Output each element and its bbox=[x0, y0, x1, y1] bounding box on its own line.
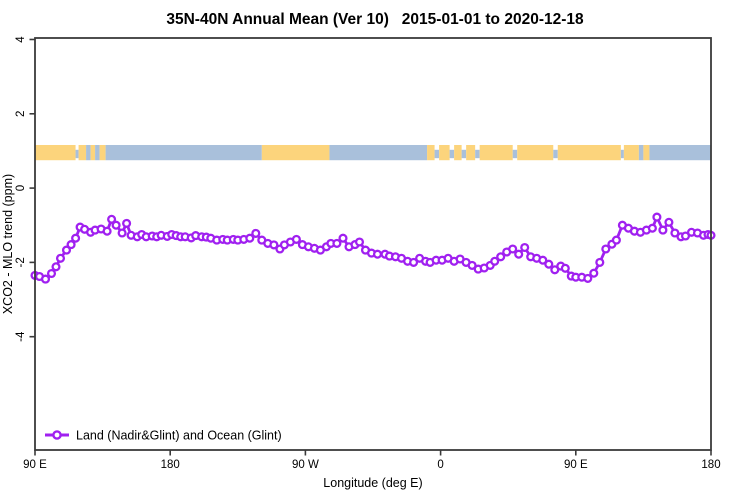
strip-segment-ocean bbox=[638, 144, 644, 161]
data-point-marker bbox=[467, 260, 477, 270]
data-point-marker bbox=[652, 212, 662, 222]
data-point-marker bbox=[490, 256, 500, 266]
data-point-marker bbox=[601, 244, 611, 254]
strip-segment-land bbox=[643, 144, 650, 161]
data-point-marker bbox=[520, 242, 530, 253]
data-point-marker bbox=[560, 263, 570, 273]
data-point-marker bbox=[409, 257, 419, 267]
strip-segment-ocean bbox=[649, 144, 711, 161]
legend: Land (Nadir&Glint) and Ocean (Glint) bbox=[45, 429, 282, 443]
data-point-marker bbox=[514, 249, 524, 259]
y-tick-label: -4 bbox=[15, 331, 27, 342]
chart-title: 35N-40N Annual Mean (Ver 10) 2015-01-01 … bbox=[166, 11, 584, 28]
data-point-marker bbox=[538, 255, 548, 265]
data-point-marker bbox=[46, 268, 57, 279]
y-tick-label: -2 bbox=[15, 257, 27, 267]
strip-segment-land bbox=[517, 144, 554, 161]
strip-segment-land bbox=[35, 144, 76, 161]
data-point-marker bbox=[595, 257, 605, 267]
data-point-marker bbox=[269, 240, 279, 250]
strip-segment-ocean bbox=[86, 144, 91, 161]
legend-marker-icon bbox=[52, 430, 62, 440]
strip-segment-land bbox=[427, 144, 435, 161]
legend-label: Land (Nadir&Glint) and Ocean (Glint) bbox=[76, 429, 282, 443]
x-tick-label: 180 bbox=[701, 459, 720, 471]
strip-segment-land bbox=[557, 144, 621, 161]
strip-segment-ocean bbox=[95, 144, 100, 161]
data-point-marker bbox=[372, 249, 383, 259]
data-point-marker bbox=[338, 233, 348, 243]
data-point-marker bbox=[647, 223, 657, 233]
strip-segment-ocean bbox=[105, 144, 262, 161]
data-point-marker bbox=[71, 233, 81, 243]
data-series bbox=[30, 212, 716, 284]
data-point-marker bbox=[664, 217, 674, 227]
strip-segment-land bbox=[454, 144, 462, 161]
y-tick-label: 0 bbox=[15, 185, 27, 191]
x-axis-ticks: 90 E 180 90 W 0 90 E 180 bbox=[23, 450, 721, 471]
strip-segment-land bbox=[90, 144, 96, 161]
data-point-marker bbox=[122, 218, 132, 228]
data-point-marker bbox=[61, 245, 72, 255]
land-ocean-strip bbox=[35, 144, 711, 161]
data-point-marker bbox=[670, 228, 680, 238]
data-point-marker bbox=[55, 253, 66, 263]
strip-segment-ocean bbox=[620, 149, 624, 159]
strip-segment-land bbox=[439, 144, 450, 161]
data-point-marker bbox=[291, 234, 301, 244]
strip-segment-ocean bbox=[553, 149, 558, 159]
strip-segment-land bbox=[623, 144, 639, 161]
data-point-marker bbox=[66, 240, 76, 250]
data-point-marker bbox=[496, 252, 506, 262]
data-point-marker bbox=[51, 262, 61, 272]
y-tick-label: 2 bbox=[15, 111, 27, 117]
strip-segment-land bbox=[466, 144, 476, 161]
data-point-marker bbox=[508, 244, 518, 254]
x-tick-label: 180 bbox=[161, 459, 180, 471]
data-point-marker bbox=[251, 228, 261, 238]
plot-border bbox=[34, 37, 712, 451]
data-point-marker bbox=[544, 259, 554, 269]
data-point-marker bbox=[107, 214, 117, 224]
data-point-marker bbox=[245, 233, 255, 243]
strip-segment-ocean bbox=[449, 149, 455, 159]
data-point-marker bbox=[658, 225, 668, 235]
y-tick-label: 4 bbox=[15, 36, 27, 43]
x-tick-label: 0 bbox=[437, 459, 443, 471]
strip-segment-ocean bbox=[461, 149, 467, 159]
data-point-marker bbox=[332, 238, 342, 248]
data-point-marker bbox=[583, 273, 593, 283]
strip-segment-land bbox=[99, 144, 106, 161]
strip-segment-ocean bbox=[329, 144, 428, 161]
strip-segment-ocean bbox=[475, 149, 480, 159]
strip-segment-ocean bbox=[434, 149, 440, 159]
strip-segment-ocean bbox=[75, 149, 79, 159]
strip-segment-ocean bbox=[512, 149, 518, 159]
y-axis-label: XCO2 - MLO trend (ppm) bbox=[1, 174, 15, 314]
data-point-marker bbox=[611, 235, 621, 245]
y-axis-ticks: -4 -2 0 2 4 bbox=[15, 36, 35, 342]
x-axis-label: Longitude (deg E) bbox=[323, 476, 422, 490]
x-tick-label: 90 E bbox=[564, 459, 588, 471]
x-tick-label: 90 E bbox=[23, 459, 47, 471]
data-point-marker bbox=[102, 226, 112, 236]
strip-segment-land bbox=[261, 144, 330, 161]
data-point-marker bbox=[40, 274, 51, 284]
data-point-marker bbox=[111, 220, 121, 230]
strip-segment-land bbox=[479, 144, 513, 161]
x-tick-label: 90 W bbox=[292, 459, 319, 471]
data-point-marker bbox=[117, 228, 127, 238]
strip-segment-land bbox=[78, 144, 87, 161]
data-point-marker bbox=[589, 268, 599, 278]
data-point-marker bbox=[354, 237, 365, 247]
